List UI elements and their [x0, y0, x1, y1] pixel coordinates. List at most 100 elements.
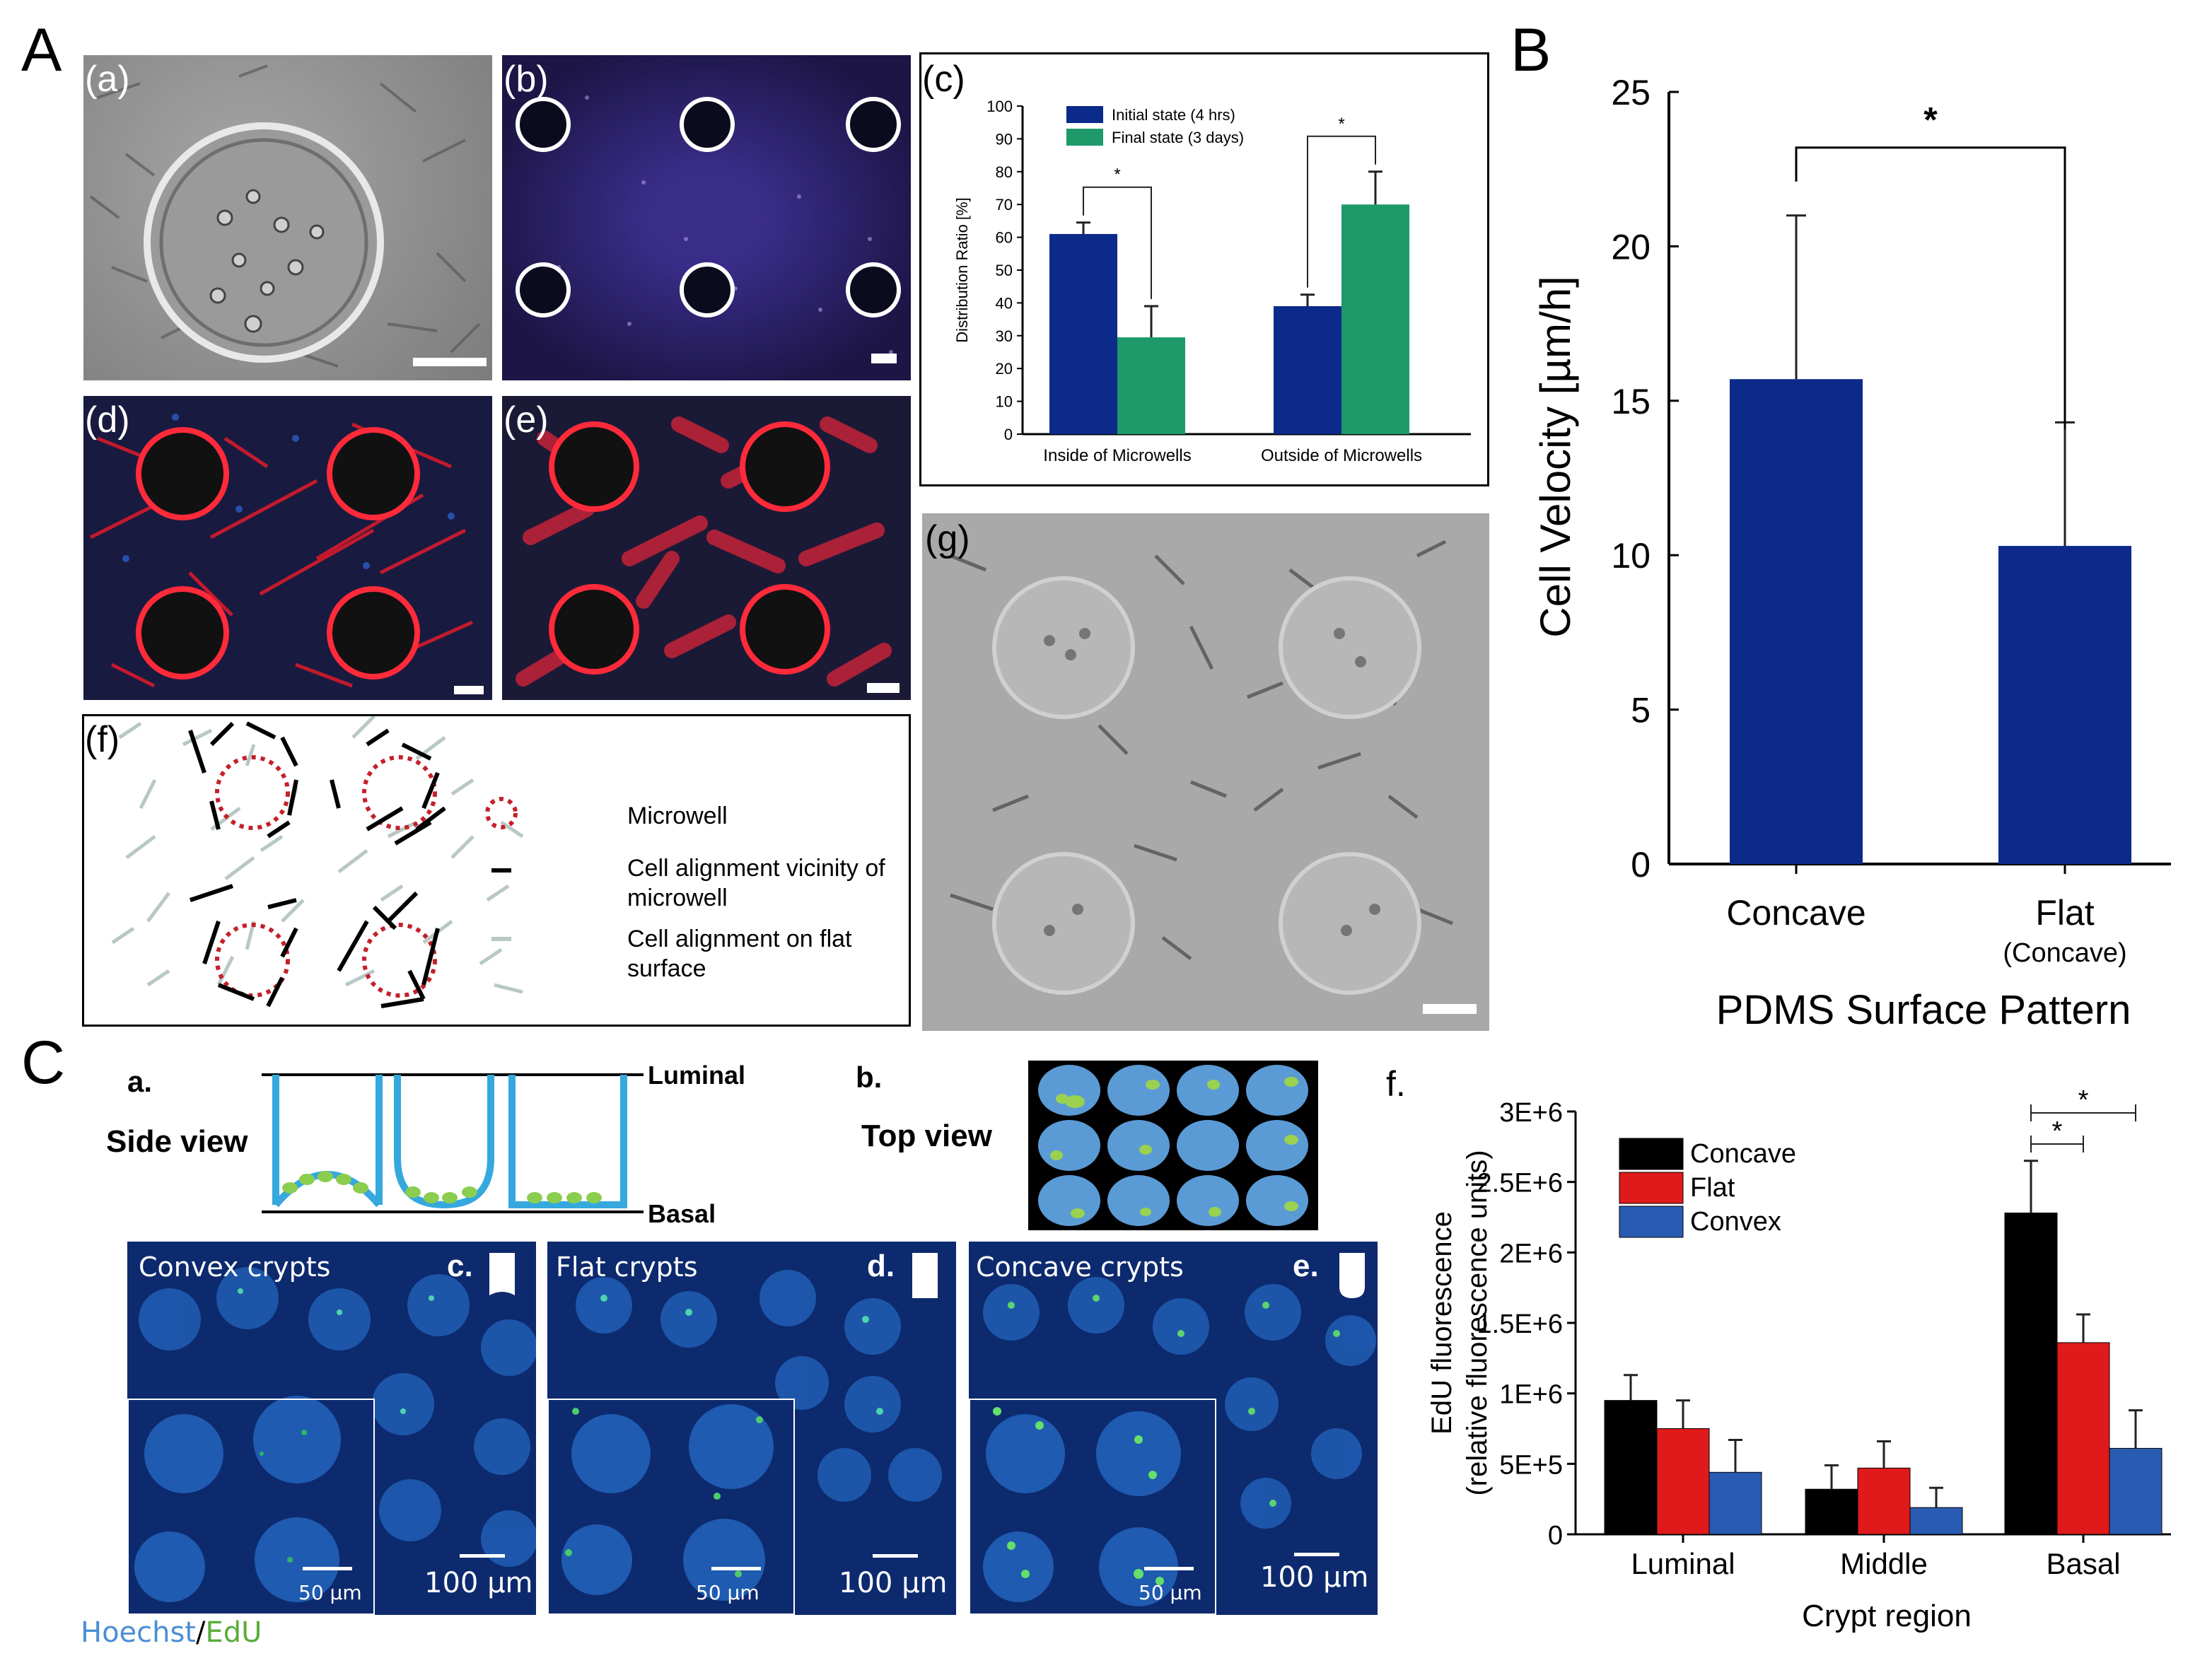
schematic-b-label: b. — [856, 1061, 883, 1094]
inset-scale-text-flat: 50 µm — [696, 1581, 759, 1604]
chart-f-ytick-label: 2.5E+6 — [1477, 1169, 1564, 1198]
scale-bar-g — [1423, 1004, 1477, 1014]
chart-f-ytick-label: 1.5E+6 — [1477, 1309, 1564, 1339]
chart-c-ytick-label: 20 — [996, 360, 1013, 378]
chart-c-legend-label-1: Final state (3 days) — [1112, 129, 1244, 146]
chart-c-ytick-label: 40 — [996, 294, 1013, 312]
chart-c-bar-1-1 — [1341, 204, 1409, 434]
schematic-a-label: a. — [127, 1065, 153, 1098]
legend-vicinity-label-1: Cell alignment vicinity of — [627, 855, 885, 882]
chart-c-ytick-label: 30 — [996, 327, 1013, 345]
chart-c-ytick-label: 90 — [996, 130, 1013, 148]
crypt-letter-c: c. — [447, 1249, 473, 1283]
crypt-flat-shape-icon — [912, 1253, 938, 1298]
micrograph-g — [922, 513, 1489, 1031]
chart-f-xlabel: Crypt region — [1802, 1599, 1972, 1633]
micrograph-e — [502, 396, 911, 700]
top-view-label: Top view — [861, 1119, 992, 1153]
schematic-f-art — [111, 716, 524, 1008]
micrograph-d-art — [89, 414, 474, 688]
chart-f-xtick-label-1: Middle — [1840, 1547, 1928, 1580]
inset-scale-bar-convex — [303, 1567, 352, 1570]
chart-b-ytick-label: 10 — [1611, 536, 1651, 576]
chart-c-xtick-label: Outside of Microwells — [1261, 446, 1422, 465]
chart-f-ylabel-1: EdU fluorescence — [1426, 1211, 1457, 1435]
chart-f-legend-label-1: Flat — [1690, 1173, 1735, 1203]
chart-c-significance-star: * — [1338, 115, 1344, 134]
chart-c-xtick-label: Inside of Microwells — [1043, 446, 1191, 465]
scale-bar-convex — [460, 1554, 505, 1558]
crypt-convex-art — [127, 1267, 536, 1615]
chart-f-bar-2-0 — [1709, 1471, 1762, 1535]
crypt-title-convex: Convex crypts — [139, 1251, 331, 1283]
chart-c-significance-star: * — [1114, 165, 1120, 185]
chart-f-ytick-label: 1E+6 — [1499, 1380, 1563, 1410]
chart-b-xlabel: PDMS Surface Pattern — [1716, 987, 2131, 1033]
micrograph-e-art — [516, 416, 892, 687]
legend-vicinity-label-2: microwell — [627, 885, 728, 911]
chart-c-legend-label-0: Initial state (4 hrs) — [1112, 106, 1235, 124]
chart-f-bar-1-1 — [1857, 1467, 1911, 1535]
sublabel-c: (c) — [922, 59, 965, 100]
chart-c-legend-swatch-0 — [1066, 106, 1103, 123]
chart-f-xtick-label-2: Basal — [2046, 1547, 2120, 1580]
scale-text-concave: 100 µm — [1260, 1561, 1369, 1594]
chart-f-significance-bracket-1 — [2030, 1136, 2084, 1153]
inset-scale-text-convex: 50 µm — [298, 1581, 362, 1604]
chart-c-ytick-label: 80 — [996, 163, 1013, 181]
crypt-convex-shape-icon — [489, 1253, 515, 1295]
side-view-diagram — [262, 1073, 644, 1213]
crypt-letter-e: e. — [1293, 1249, 1319, 1283]
chart-c-bar-0-0 — [1049, 233, 1117, 434]
crypt-letter-d: d. — [867, 1249, 895, 1283]
chart-f-legend-label-0: Concave — [1690, 1139, 1796, 1169]
chart-c-legend-swatch-1 — [1066, 129, 1103, 146]
panel-label-b: B — [1510, 16, 1552, 84]
micrograph-d — [83, 396, 492, 700]
chart-b-significance-star: * — [1923, 100, 1938, 140]
chart-b-xtick-label-1: Flat — [2035, 893, 2094, 933]
chart-c-ytick-label: 0 — [1004, 426, 1013, 443]
chart-c-ytick-label: 70 — [996, 196, 1013, 214]
chart-f-title: f. — [1386, 1064, 1406, 1104]
top-view-diagram — [1028, 1061, 1318, 1230]
chart-f-bar-2-2 — [2109, 1447, 2162, 1535]
chart-f-bar-1-2 — [2056, 1342, 2110, 1535]
legend-flat-label-2: surface — [627, 955, 706, 982]
chart-c-bar-1-0 — [1117, 337, 1185, 434]
chart-b-xtick-label-0: Concave — [1726, 893, 1865, 933]
chart-b-ylabel: Cell Velocity [µm/h] — [1532, 276, 1579, 637]
micrograph-a-art — [89, 64, 481, 368]
micrograph-g-art — [950, 539, 1453, 995]
chart-b: 0 5 10 15 20 25 Cell Velocity [µm/h] Concave Fla… — [1532, 73, 2171, 1033]
micrograph-b-art — [516, 95, 901, 354]
inset-scale-text-concave: 50 µm — [1139, 1581, 1202, 1604]
crypt-image-convex: Convex crypts c. 50 µm 100 µm — [127, 1242, 536, 1615]
stain-legend: Hoechst/EdU — [81, 1616, 262, 1649]
crypt-title-flat: Flat crypts — [556, 1251, 698, 1283]
chart-c-significance-bracket — [1307, 135, 1376, 288]
crypt-concave-art — [969, 1277, 1376, 1615]
chart-f-significance-bracket-2 — [2030, 1104, 2136, 1121]
chart-b-ytick-label: 5 — [1631, 691, 1651, 730]
sublabel-a: (a) — [85, 59, 130, 100]
crypt-concave-shape-icon — [1339, 1253, 1365, 1298]
chart-c-ytick-label: 50 — [996, 262, 1013, 279]
chart-f-significance-star-1: * — [2052, 1116, 2063, 1146]
inset-convex — [127, 1399, 375, 1615]
chart-f-significance-star-2: * — [2078, 1085, 2089, 1115]
chart-c: 0 10 20 30 40 50 60 70 80 90 100 Distribution Ratio… — [953, 98, 1471, 465]
scale-text-flat: 100 µm — [839, 1567, 948, 1599]
scale-bar-concave — [1294, 1553, 1339, 1556]
chart-c-significance-bracket — [1083, 186, 1152, 300]
sublabel-e: (e) — [503, 399, 549, 440]
scale-bar-d — [454, 686, 484, 694]
luminal-label: Luminal — [648, 1061, 746, 1090]
scale-bar-a — [413, 358, 487, 366]
chart-f-ytick-label: 5E+5 — [1499, 1450, 1563, 1480]
inset-concave — [969, 1399, 1216, 1615]
chart-f-bar-0-1 — [1805, 1488, 1858, 1535]
chart-f-bar-1-0 — [1656, 1428, 1710, 1535]
chart-c-bar-0-1 — [1274, 306, 1341, 434]
inset-flat — [547, 1399, 795, 1615]
